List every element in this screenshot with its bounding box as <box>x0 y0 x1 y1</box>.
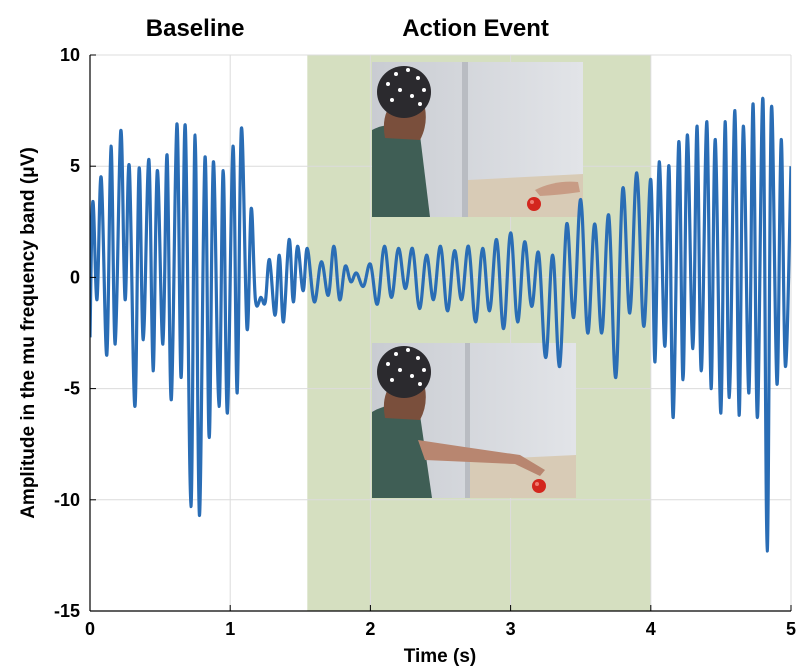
y-tick-label: 0 <box>70 267 80 287</box>
y-axis-title: Amplitude in the mu frequency band (μV) <box>18 147 39 519</box>
photo-hand-reaching <box>372 343 576 498</box>
x-tick-label: 2 <box>365 619 375 639</box>
series-line <box>90 96 791 553</box>
x-tick-label: 3 <box>506 619 516 639</box>
tick-marks <box>89 54 792 612</box>
y-tick-label: -15 <box>54 601 80 621</box>
section-labels: Baseline Action Event <box>146 15 549 42</box>
y-tick-label: 10 <box>60 45 80 65</box>
y-tick-label: -5 <box>64 379 80 399</box>
x-tick-label: 4 <box>646 619 656 639</box>
section-label: Action Event <box>402 15 549 42</box>
x-tick-label: 5 <box>786 619 796 639</box>
tick-labels: 0 1 2 3 4 5 10 5 0 -5 -10 -15 <box>54 45 796 639</box>
photo-hand-far <box>372 62 583 217</box>
y-tick-label: 5 <box>70 156 80 176</box>
x-axis-title: Time (s) <box>404 646 477 667</box>
section-label: Baseline <box>146 15 245 42</box>
x-tick-label: 1 <box>225 619 235 639</box>
axes-frame <box>89 55 791 612</box>
x-tick-label: 0 <box>85 619 95 639</box>
y-tick-label: -10 <box>54 490 80 510</box>
